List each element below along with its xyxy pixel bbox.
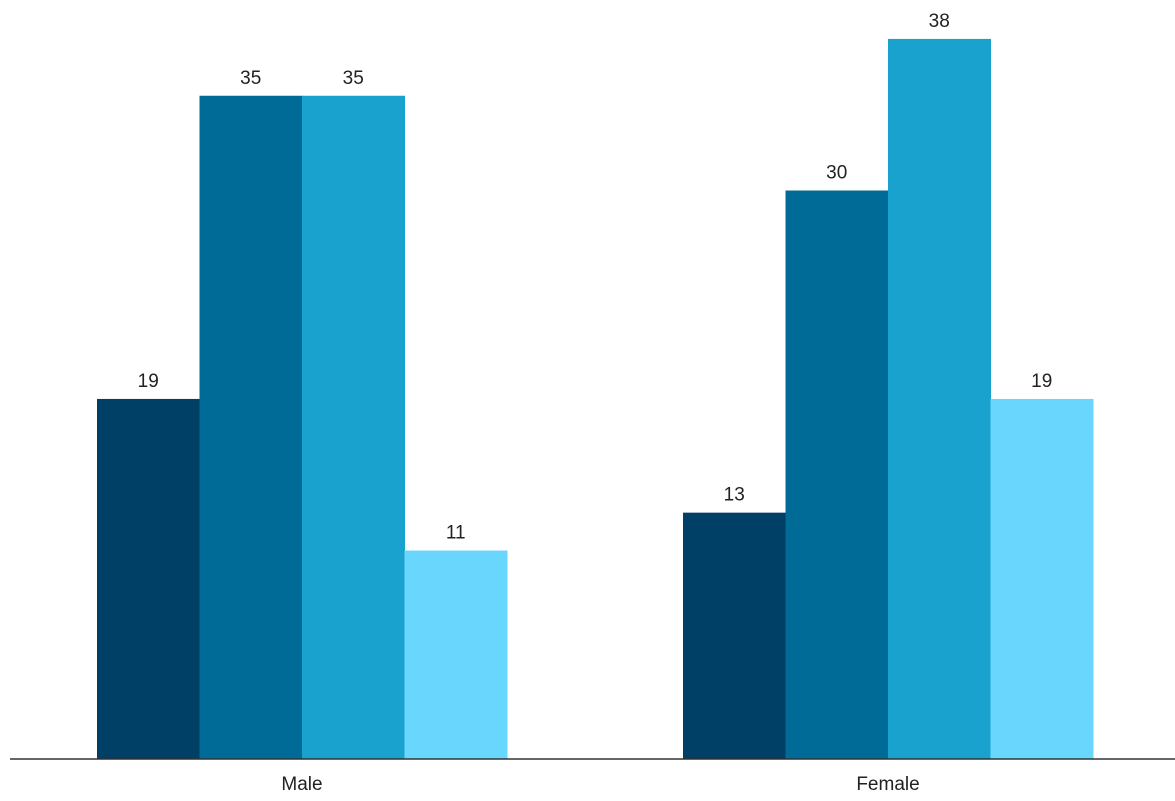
data-label-female-series-3: 38 [929, 11, 950, 32]
bar-male-series-4 [404, 550, 508, 759]
x-tick-labels-layer: Male Female [281, 774, 919, 795]
data-label-male-series-2: 35 [240, 68, 261, 89]
x-tick-label-female: Female [856, 774, 919, 795]
x-tick-label-male: Male [281, 774, 322, 795]
data-label-female-series-4: 19 [1031, 371, 1052, 392]
bar-male-series-2 [199, 95, 303, 759]
data-label-male-series-4: 11 [446, 523, 466, 544]
data-label-male-series-1: 19 [138, 371, 159, 392]
bar-female-series-3 [888, 38, 991, 759]
data-label-female-series-2: 30 [826, 163, 847, 184]
data-label-female-series-1: 13 [724, 485, 745, 506]
bar-male-series-1 [97, 398, 200, 759]
data-labels-layer: 19 35 35 11 13 30 38 19 [138, 11, 1053, 544]
bar-female-series-4 [990, 398, 1094, 759]
bar-female-series-1 [683, 512, 786, 759]
bar-male-series-3 [302, 95, 405, 759]
data-label-male-series-3: 35 [343, 68, 364, 89]
bars-layer [97, 38, 1094, 759]
bar-female-series-2 [785, 190, 889, 759]
